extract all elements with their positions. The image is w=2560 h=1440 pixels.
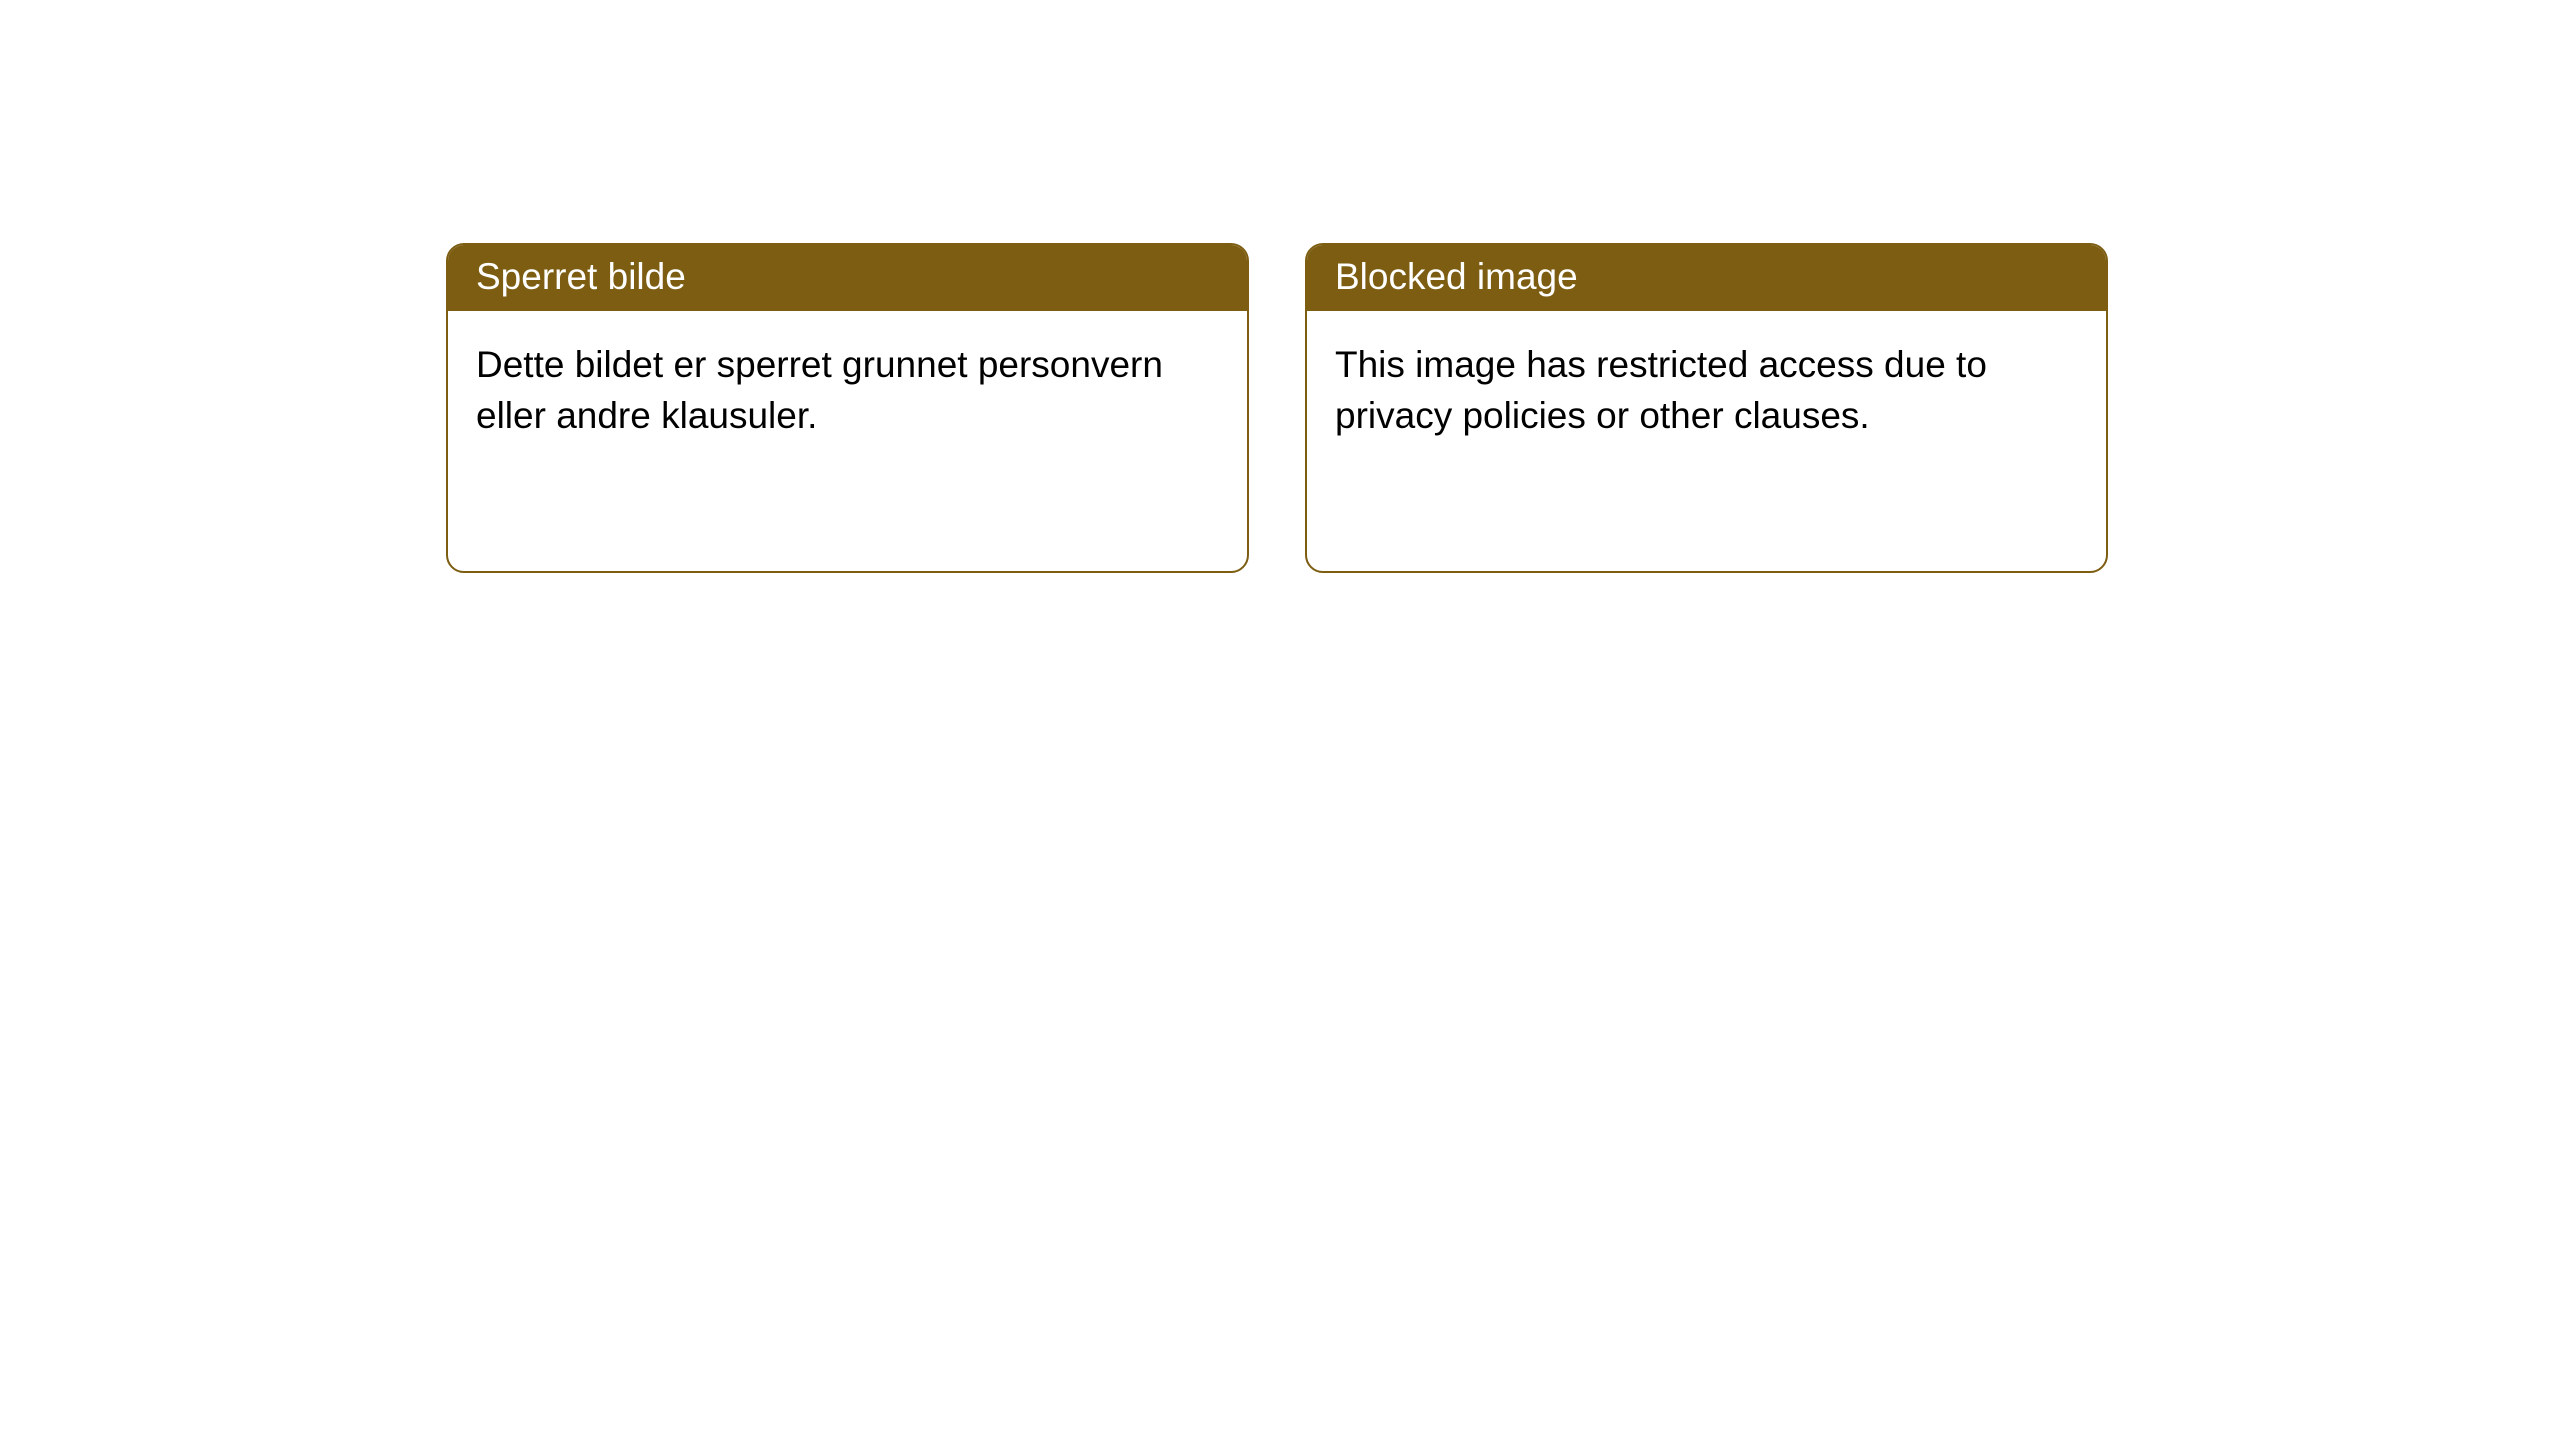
card-body-text: Dette bildet er sperret grunnet personve… [476,339,1219,441]
card-body-en: This image has restricted access due to … [1307,311,2106,571]
card-body-no: Dette bildet er sperret grunnet personve… [448,311,1247,571]
card-header-text: Blocked image [1335,256,1578,297]
notice-container: Sperret bilde Dette bildet er sperret gr… [0,0,2560,573]
notice-card-no: Sperret bilde Dette bildet er sperret gr… [446,243,1249,573]
card-body-text: This image has restricted access due to … [1335,339,2078,441]
notice-card-en: Blocked image This image has restricted … [1305,243,2108,573]
card-header-text: Sperret bilde [476,256,686,297]
card-header-no: Sperret bilde [448,245,1247,311]
card-header-en: Blocked image [1307,245,2106,311]
